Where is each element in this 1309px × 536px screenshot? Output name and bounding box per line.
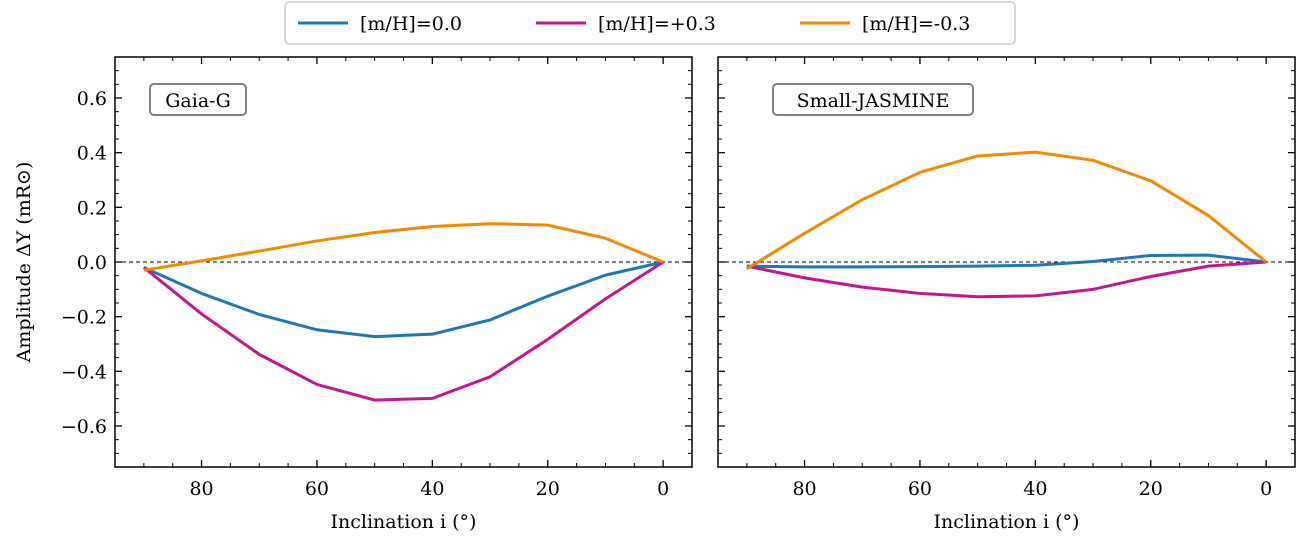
x-tick-label: 0 [657, 478, 669, 500]
panel-label-box: Gaia-G [149, 83, 247, 116]
ticks: 80 60 40 20 0 0.6 0.4 0.2 0.0 −0.2 −0.4 −0.6 [61, 57, 693, 500]
y-tick-label: 0.4 [77, 143, 107, 165]
legend-entry-1: [m/H]=0.0 [298, 13, 462, 35]
x-axis-label: Inclination i (°) [934, 511, 1080, 533]
series-line-2 [142, 260, 664, 402]
x-tick-label: 80 [189, 478, 213, 500]
panel-label-frame [149, 83, 247, 116]
series-line-2 [746, 260, 1267, 299]
x-tick-label: 20 [1139, 478, 1163, 500]
series-line-1 [746, 253, 1267, 269]
y-axis-label: Amplitude ΔY (mR⊙) [13, 162, 35, 364]
panel-small-jasmine: 80 60 40 20 0 Small-JASMINE Inclination i (°… [717, 56, 1296, 533]
series-line-3 [746, 150, 1268, 271]
y-tick-label: −0.6 [61, 416, 107, 438]
series-lines [142, 222, 664, 402]
legend-label-2: [m/H]=+0.3 [598, 13, 716, 35]
ticks: 80 60 40 20 0 [718, 57, 1296, 500]
x-tick-label: 20 [536, 478, 560, 500]
panel-label: Gaia-G [165, 90, 231, 112]
y-tick-label: −0.4 [61, 361, 107, 383]
legend-entry-2: [m/H]=+0.3 [536, 13, 716, 35]
x-tick-label: 60 [305, 478, 329, 500]
legend-frame [284, 1, 1016, 45]
series-line-1 [143, 260, 664, 339]
x-tick-label: 0 [1260, 478, 1272, 500]
panel-label-box: Small-JASMINE [772, 83, 974, 116]
legend-label-3: [m/H]=-0.3 [862, 13, 970, 35]
y-tick-label: 0.2 [77, 197, 107, 219]
y-tick-label: 0.0 [77, 252, 107, 274]
x-tick-label: 40 [1023, 478, 1047, 500]
panel-label-frame [772, 83, 974, 116]
series-lines [746, 150, 1268, 299]
legend-entry-3: [m/H]=-0.3 [800, 13, 970, 35]
legend-label-1: [m/H]=0.0 [360, 13, 462, 35]
x-tick-label: 80 [792, 478, 816, 500]
x-axis-label: Inclination i (°) [331, 511, 477, 533]
y-tick-label: −0.2 [61, 307, 107, 329]
x-tick-label: 40 [420, 478, 444, 500]
legend: [m/H]=0.0 [m/H]=+0.3 [m/H]=-0.3 [284, 1, 1016, 45]
panel-gaia-g: 80 60 40 20 0 0.6 0.4 0.2 0.0 −0.2 −0.4 −0.6 Gaia-G… [13, 56, 693, 533]
y-tick-label: 0.6 [77, 88, 107, 110]
panel-label: Small-JASMINE [797, 90, 950, 112]
x-tick-label: 60 [908, 478, 932, 500]
series-line-3 [143, 222, 664, 272]
